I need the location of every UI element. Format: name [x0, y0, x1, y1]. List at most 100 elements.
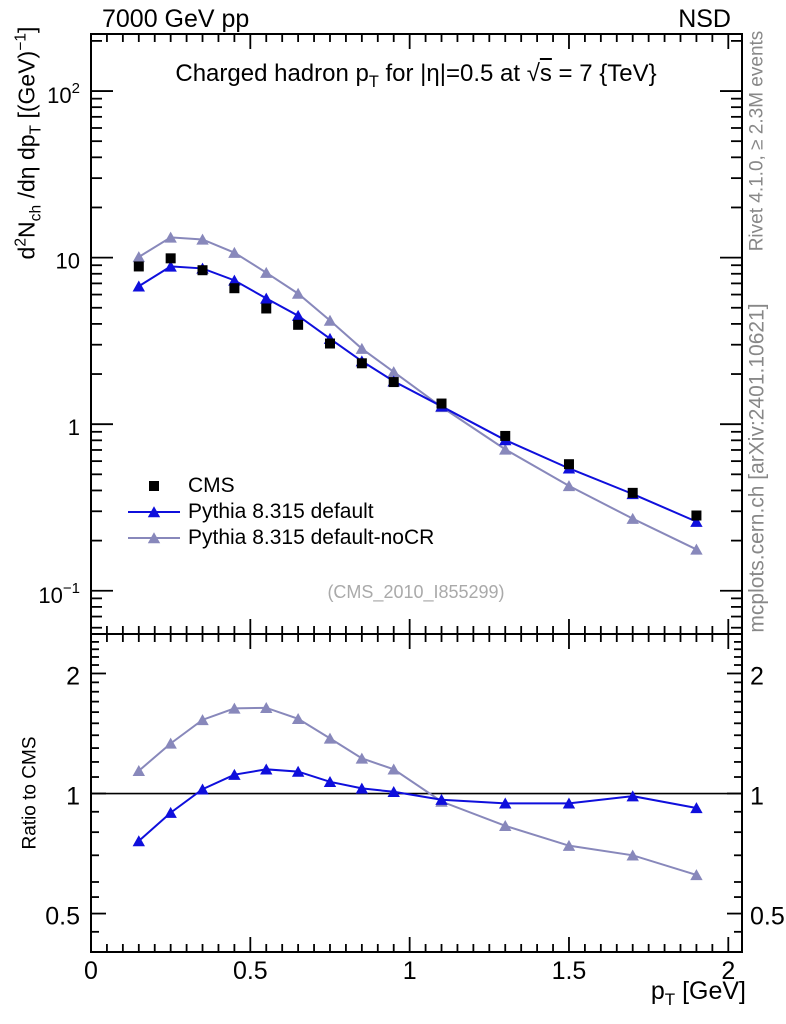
ratio-marker — [499, 819, 512, 831]
ratio-marker — [228, 768, 241, 780]
ratio-marker — [260, 763, 273, 775]
ratio-tick-label-left: 1 — [66, 783, 80, 811]
series-marker — [436, 398, 447, 409]
ratio-marker — [164, 737, 177, 749]
series-marker — [260, 266, 273, 278]
series-marker — [164, 260, 177, 272]
y-tick-label-main: 102 — [47, 80, 80, 108]
ratio-tick-label-right: 1 — [750, 783, 764, 811]
text-segment: T — [368, 73, 379, 92]
ratio-marker — [355, 782, 369, 794]
ratio-tick-label-left: 0.5 — [45, 903, 80, 931]
ratio-marker — [626, 790, 639, 802]
legend-label: CMS — [188, 474, 235, 497]
series-marker — [132, 280, 145, 292]
ratio-tick-label-right: 0.5 — [750, 903, 785, 931]
series-marker — [500, 430, 511, 441]
series-marker — [627, 487, 638, 498]
y-tick-label-main: 10−1 — [38, 580, 80, 608]
legend-marker-triangle — [128, 532, 180, 544]
ratio-marker — [387, 785, 400, 797]
y-axis-label-ratio: Ratio to CMS — [19, 736, 41, 850]
text-segment: N — [13, 221, 40, 238]
series-marker — [387, 366, 400, 378]
ratio-marker — [355, 752, 369, 764]
series-marker — [165, 253, 176, 264]
ratio-marker — [690, 869, 703, 881]
series-marker — [355, 342, 369, 354]
ratio-marker — [562, 797, 576, 809]
series-marker — [356, 358, 367, 369]
series-marker — [132, 251, 145, 263]
series-marker — [229, 283, 240, 294]
series-marker — [164, 231, 177, 243]
series-marker — [690, 515, 703, 527]
series-marker — [228, 246, 241, 258]
text-segment: [(GeV) — [13, 50, 40, 125]
text-segment: /dη dp — [13, 134, 40, 205]
text-segment: p — [650, 977, 665, 1005]
ratio-marker — [387, 763, 400, 775]
series-marker — [563, 459, 574, 470]
series-marker — [626, 512, 639, 524]
series-marker — [260, 292, 273, 304]
series-marker — [293, 319, 304, 330]
text-segment: ] — [13, 26, 40, 33]
y-axis-label-main: d2Nch /dη dpT [(GeV)−1] — [12, 26, 45, 260]
text-segment: s — [539, 60, 552, 87]
series-line — [138, 265, 697, 523]
mcplots-reference-note: mcplots.cern.ch [arXiv:2401.10621] — [745, 303, 769, 633]
legend-label: Pythia 8.315 default-noCR — [188, 526, 435, 549]
y-tick-label-main: 1 — [68, 415, 80, 440]
ratio-line — [138, 768, 697, 842]
text-segment: = 7 {TeV} — [551, 60, 657, 87]
legend-marker-glyph — [147, 532, 161, 544]
ratio-marker — [323, 732, 337, 744]
legend-marker-glyph — [147, 506, 161, 518]
series-marker — [291, 287, 305, 299]
x-tick-label: 1 — [403, 957, 417, 985]
text-segment: √ — [526, 60, 540, 87]
ratio-marker — [196, 714, 209, 726]
legend-marker-glyph — [149, 481, 159, 491]
text-segment: ch — [27, 204, 45, 222]
ratio-marker — [499, 797, 512, 809]
text-segment: −1 — [12, 32, 30, 51]
series-ratio-2 — [132, 702, 703, 881]
series-line — [138, 236, 697, 551]
ratio-marker — [228, 702, 241, 714]
ratio-marker — [164, 806, 177, 818]
y-tick-label-main: 10 — [56, 249, 80, 274]
ratio-marker — [132, 835, 145, 847]
series-main-2 — [132, 231, 703, 555]
plot-title: Charged hadron pT for |η|=0.5 at √s = 7 … — [175, 60, 657, 91]
ratio-marker — [435, 793, 448, 805]
x-axis-label: pT [GeV] — [650, 977, 746, 1009]
series-marker — [324, 338, 335, 349]
rivet-version-note: Rivet 4.1.0, ≥ 2.3M events — [746, 30, 768, 252]
series-marker — [196, 233, 209, 245]
series-marker — [323, 314, 337, 326]
text-segment: for |η|=0.5 at — [378, 60, 527, 87]
series-marker — [261, 303, 272, 314]
series-marker — [291, 309, 305, 321]
beam-energy-label: 7000 GeV pp — [102, 5, 250, 33]
text-segment: T — [27, 124, 45, 135]
series-main-data — [133, 253, 702, 521]
data-series — [132, 231, 703, 881]
text-segment: 2 — [12, 237, 30, 247]
ratio-marker — [132, 765, 145, 777]
x-tick-label: 0 — [84, 957, 98, 985]
analysis-id-watermark: (CMS_2010_I855299) — [327, 582, 505, 602]
ratio-marker — [562, 839, 576, 851]
ratio-marker — [196, 783, 209, 795]
ratio-marker — [291, 712, 305, 724]
text-segment: [GeV] — [675, 977, 746, 1005]
series-marker — [691, 510, 702, 521]
series-marker — [690, 543, 703, 555]
text-segment: T — [664, 990, 676, 1010]
x-tick-label: 2 — [721, 957, 735, 985]
series-marker — [197, 265, 208, 276]
